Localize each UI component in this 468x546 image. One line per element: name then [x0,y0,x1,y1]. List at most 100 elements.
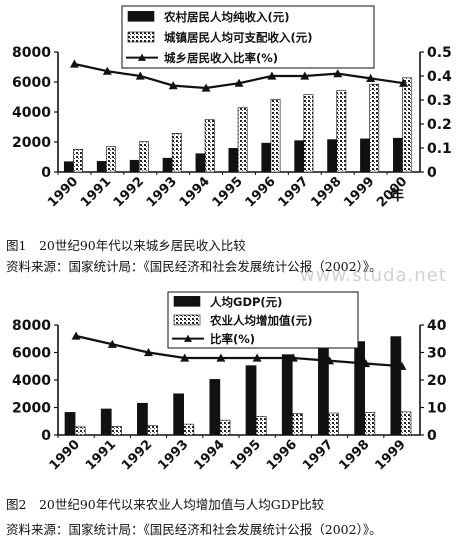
chart-1-urban-rural-income: 0 2000 4000 6000 8000 0 0.1 0.2 0.3 0.4 0.5 1990 199… [0,0,468,235]
bar [402,77,413,173]
x-tick-label: 1991 [83,437,119,473]
legend: 农村居民人均纯收入(元) 城镇居民人均可支配收入(元) 城乡居民收入比率(%) [121,5,375,69]
ratio-point [234,78,244,87]
bar [74,426,86,436]
x-tick-label: 1997 [275,174,311,210]
ratio-point [71,331,81,340]
legend-label: 城镇居民人均可支配收入(元) [164,31,313,45]
ratio-line [75,334,402,368]
x-tick-label: 1997 [300,437,336,473]
bar [209,379,221,436]
right-tick-label: 0 [427,165,437,181]
bar [261,142,272,173]
left-tick-label: 0 [41,165,51,181]
right-tick-label: 0.4 [427,69,452,85]
bar [100,408,112,436]
left-tick-label: 2000 [12,401,51,417]
bar [291,413,303,436]
left-tick-label: 6000 [12,346,51,362]
legend-label: 农业人均增加值(元) [209,314,313,328]
legend-swatch [127,31,155,43]
ratio-point [102,66,112,75]
left-tick-label: 0 [41,428,51,444]
x-tick-label: 1993 [144,174,180,210]
x-tick-label: 1994 [177,174,213,210]
bar [162,157,173,173]
ratio-point [333,69,343,78]
legend-label: 城乡居民收入比率(%) [164,51,278,65]
bar [147,425,158,436]
figure-1-source: 资料来源：国家统计局：《国民经济和社会发展统计公报（2002）》。 [6,259,382,274]
ratio-point [252,353,262,362]
legend-label: 比率(%) [210,332,255,346]
x-tick-label: 1996 [243,174,279,210]
figure-2-source: 资料来源：国家统计局：《国民经济和社会发展统计公报（2002）》。 [6,522,382,537]
x-tick-label: 1992 [119,437,155,473]
bar [106,146,116,173]
bar [294,140,305,173]
ratio-point [288,353,298,362]
bar [73,149,83,173]
x-tick-label: 1990 [47,437,83,473]
ratio-point [201,83,211,92]
bar [255,416,267,436]
left-tick-label: 6000 [12,75,51,91]
left-tick-label: 8000 [12,318,51,334]
ratio-point [361,359,371,368]
bar [390,336,402,436]
ratio-point [300,71,310,80]
right-tick-label: 0.5 [427,45,452,61]
ratio-point [180,353,190,362]
legend: 人均GDP(元) 农业人均增加值(元) 比率(%) [167,291,359,349]
bar [63,161,74,173]
x-tick-label: 1992 [111,174,147,210]
bar [303,94,314,173]
ratio-point [325,356,334,365]
left-tick-label: 4000 [12,373,51,389]
watermark-text: www.studa.net [300,265,447,286]
bar [138,141,149,173]
bar [364,412,376,436]
x-tick-label: 1999 [373,437,409,473]
chart-1-svg: 0200040006000800000.10.20.30.40.51990199… [12,5,452,210]
x-tick-label: 1991 [78,174,114,210]
legend-label: 农村居民人均纯收入(元) [163,10,290,24]
x-tick-label: 1998 [308,174,344,210]
left-tick-label: 8000 [12,45,51,61]
bar [173,393,184,436]
bar [327,139,338,173]
figure-1-caption: 图1 20世纪90年代以来城乡居民收入比较 [6,238,246,253]
bar [228,148,239,173]
bar [204,119,215,173]
x-tick-label: 1999 [341,174,377,210]
bar [400,411,412,436]
right-tick-label: 0.3 [427,93,452,109]
bar [281,354,293,436]
x-unit-label: 年 [390,187,404,204]
right-tick-label: 40 [427,318,447,334]
bar [64,412,76,436]
ratio-point [366,73,376,82]
right-tick-label: 0.1 [427,141,452,157]
ratio-point [144,348,153,357]
bar [369,83,380,173]
left-tick-label: 2000 [12,135,51,151]
ratio-point [107,339,117,348]
bar [245,365,257,436]
x-tick-label: 1996 [264,437,300,473]
right-tick-label: 30 [427,346,447,362]
bar [393,137,403,173]
bar [336,90,347,173]
ratio-point [267,71,277,80]
bar [137,402,148,436]
chart-2-gdp-agriculture: 0 2000 4000 6000 8000 0 10 20 30 40 1990 1991 1992 19… [0,290,468,500]
ratio-point [135,71,145,80]
x-tick-label: 1995 [210,174,246,210]
legend-swatch [173,314,201,326]
legend-box [121,5,375,69]
legend-label: 人均GDP(元) [210,295,282,309]
right-tick-label: 10 [427,401,447,417]
bar [360,138,370,173]
right-tick-label: 20 [427,373,447,389]
